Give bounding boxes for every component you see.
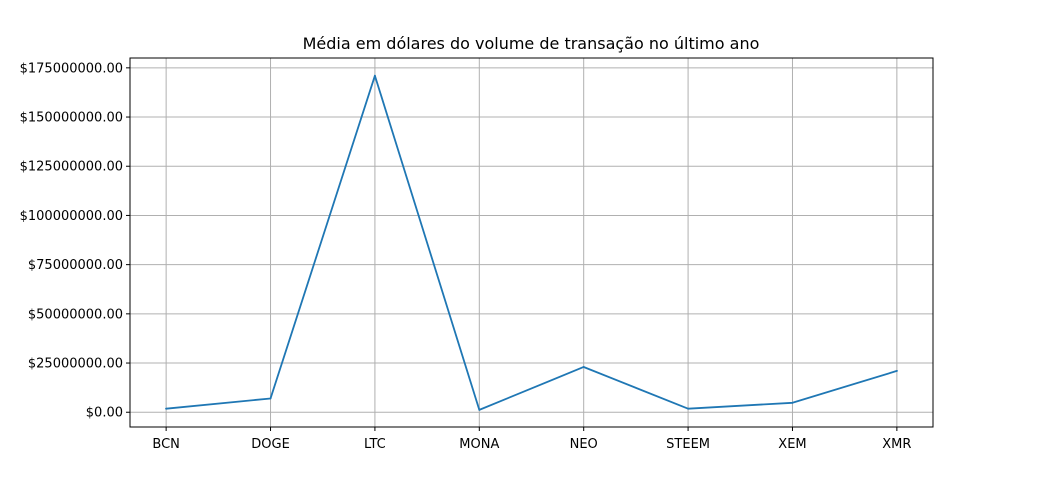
axes-frame	[129, 57, 934, 428]
x-tick-label-mona: MONA	[459, 437, 499, 452]
y-tick-labels: $0.00 $25000000.00 $50000000.00 $75000000.0…	[20, 61, 123, 420]
data-point-xem	[791, 401, 794, 404]
x-tick-label-neo: NEO	[570, 437, 598, 452]
series-line-0	[165, 74, 898, 411]
y-tick-label-4: $100000000.00	[20, 209, 123, 224]
data-point-neo	[582, 366, 585, 368]
x-tick-label-steem: STEEM	[666, 437, 710, 452]
x-tick-labels: BCN DOGE LTC MONA NEO STEEM XEM XMR	[152, 437, 911, 452]
x-tick-label-xem: XEM	[778, 437, 806, 452]
data-point-doge	[269, 397, 272, 400]
x-tick-label-bcn: BCN	[152, 437, 180, 452]
x-tick-label-doge: DOGE	[251, 437, 290, 452]
data-point-mona	[478, 408, 481, 411]
data-point-steem	[687, 407, 689, 410]
data-point-ltc	[374, 74, 376, 77]
y-tick-label-6: $150000000.00	[20, 111, 123, 126]
y-tick-label-0: $0.00	[86, 406, 123, 421]
ticks	[126, 67, 898, 431]
x-tick-label-ltc: LTC	[364, 437, 386, 452]
series-group	[165, 74, 898, 411]
data-point-bcn	[165, 407, 168, 410]
x-tick-label-xmr: XMR	[882, 437, 911, 452]
y-tick-label-7: $175000000.00	[20, 61, 123, 76]
y-tick-label-2: $50000000.00	[28, 307, 123, 322]
y-tick-label-1: $25000000.00	[28, 357, 123, 372]
data-point-xmr	[895, 370, 898, 372]
chart-title: Média em dólares do volume de transação …	[303, 34, 760, 53]
y-tick-label-5: $125000000.00	[20, 160, 123, 175]
y-tick-label-3: $75000000.00	[28, 258, 123, 273]
grid	[130, 58, 933, 427]
